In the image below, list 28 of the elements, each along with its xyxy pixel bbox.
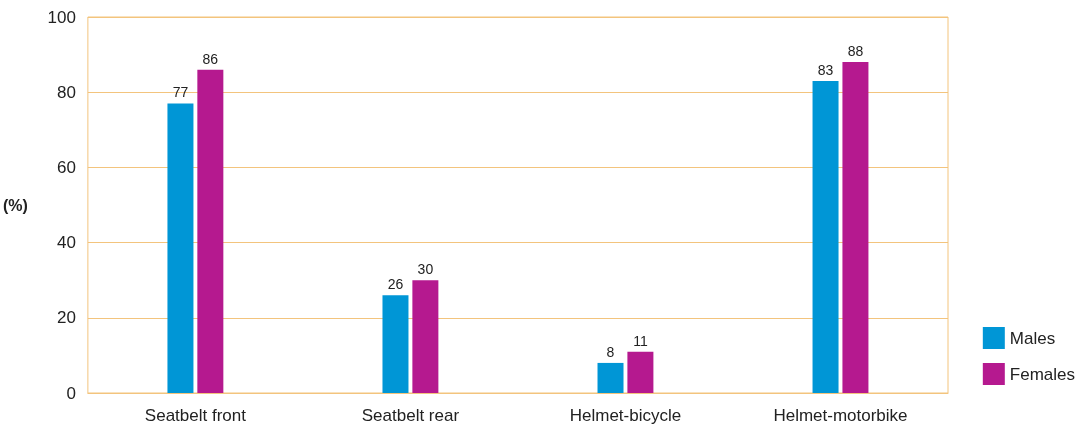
legend-label: Males [1009, 328, 1056, 348]
data-label: 86 [202, 50, 219, 67]
data-label: 8 [606, 343, 615, 360]
y-tick-label: 100 [47, 7, 76, 27]
data-label: 30 [417, 261, 434, 278]
data-label: 88 [847, 43, 864, 60]
y-tick-label: 80 [56, 82, 76, 102]
y-axis-title: (%) [2, 196, 28, 214]
x-tick-label: Helmet-motorbike [773, 406, 908, 425]
bar [197, 69, 224, 393]
data-label: 83 [817, 61, 834, 78]
y-tick-label: 20 [56, 308, 76, 328]
bar [627, 351, 654, 393]
x-tick-label: Seatbelt rear [361, 406, 460, 425]
bar [382, 295, 409, 393]
bar [167, 103, 194, 393]
x-tick-label: Seatbelt front [144, 406, 247, 425]
y-tick-label: 60 [56, 157, 76, 177]
bar [597, 362, 624, 393]
data-label: 11 [633, 332, 648, 349]
bar [842, 62, 869, 393]
y-tick-label: 0 [66, 383, 76, 403]
y-tick-label: 40 [56, 233, 76, 253]
bar [412, 280, 439, 393]
bar [812, 80, 839, 393]
legend-label: Females [1009, 364, 1075, 384]
x-tick-label: Helmet-bicycle [569, 406, 682, 425]
data-label: 26 [387, 276, 404, 293]
